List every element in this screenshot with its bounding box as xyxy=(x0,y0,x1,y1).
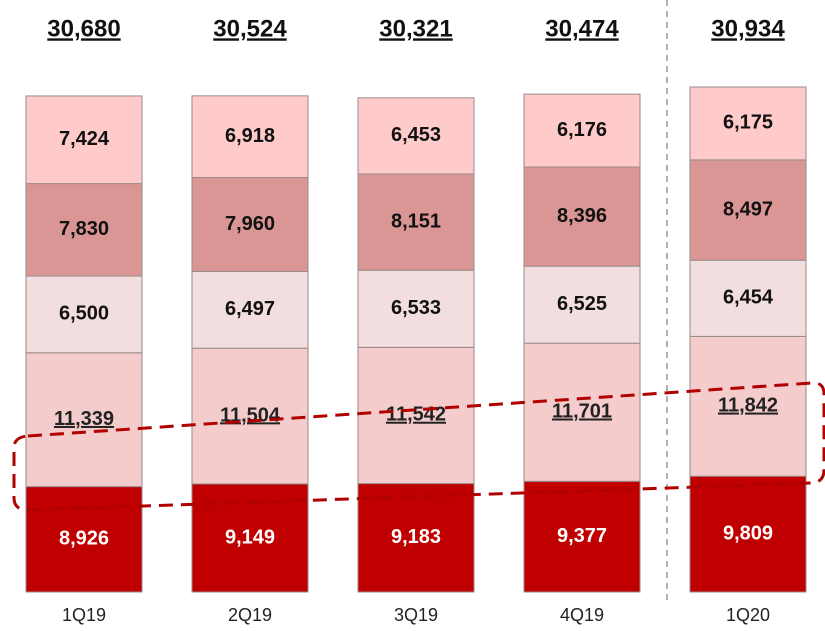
segment-label: 9,149 xyxy=(225,526,275,548)
segment-label: 7,960 xyxy=(225,213,275,235)
bar-segment xyxy=(25,352,143,488)
segment-label: 8,497 xyxy=(723,198,773,220)
segment-label: 6,497 xyxy=(225,298,275,320)
segment-label: 6,525 xyxy=(557,293,607,315)
segment-label: 9,183 xyxy=(391,526,441,548)
segment-label: 6,453 xyxy=(391,124,441,146)
total-label: 30,934 xyxy=(711,15,785,42)
segment-label: 6,175 xyxy=(723,112,773,134)
segment-label: 11,542 xyxy=(386,404,446,426)
bar-segment xyxy=(689,159,807,261)
bar-segment xyxy=(523,93,641,168)
bar-segment xyxy=(357,346,475,485)
bar-segment xyxy=(25,486,143,593)
bar-segment xyxy=(523,342,641,482)
bar-segment xyxy=(357,483,475,593)
total-label: 30,680 xyxy=(47,15,120,42)
bar-segment xyxy=(357,173,475,271)
segment-label: 6,918 xyxy=(225,125,275,147)
x-tick-label: 3Q19 xyxy=(394,605,438,625)
highlight-outline xyxy=(12,381,825,512)
total-label: 30,321 xyxy=(379,15,452,42)
total-label: 30,474 xyxy=(545,15,619,42)
segment-label: 6,176 xyxy=(557,119,607,141)
bar-segment xyxy=(689,259,807,337)
bar-segment xyxy=(25,95,143,185)
segment-label: 9,377 xyxy=(557,525,607,547)
segment-label: 8,926 xyxy=(59,528,109,550)
segment-label: 11,339 xyxy=(54,408,114,430)
bar-segment xyxy=(357,97,475,175)
x-tick-label: 2Q19 xyxy=(228,605,272,625)
bar-segment xyxy=(523,166,641,267)
bar-segment xyxy=(689,335,807,477)
segment-label: 8,396 xyxy=(557,205,607,227)
bar-segment xyxy=(25,183,143,277)
bar-segment xyxy=(191,95,309,179)
segment-label: 7,424 xyxy=(59,128,110,150)
bar-segment xyxy=(523,265,641,344)
segment-label: 8,151 xyxy=(391,210,441,232)
x-tick-label: 4Q19 xyxy=(560,605,604,625)
total-label: 30,524 xyxy=(213,15,287,42)
bar-segment xyxy=(191,270,309,349)
segment-label: 6,454 xyxy=(723,287,774,309)
bar-segment xyxy=(689,475,807,593)
bar-segment xyxy=(689,86,807,161)
bar-segment xyxy=(191,347,309,485)
segment-label: 6,500 xyxy=(59,303,109,325)
segment-label: 11,842 xyxy=(718,395,778,417)
segment-label: 11,701 xyxy=(552,401,612,423)
x-tick-label: 1Q19 xyxy=(62,605,106,625)
segment-label: 6,533 xyxy=(391,297,441,319)
segment-label: 7,830 xyxy=(59,218,109,240)
bar-segment xyxy=(357,269,475,348)
bar-segment xyxy=(191,177,309,272)
bar-segment xyxy=(523,480,641,593)
x-tick-label: 1Q20 xyxy=(726,605,770,625)
segment-label: 9,809 xyxy=(723,522,773,544)
